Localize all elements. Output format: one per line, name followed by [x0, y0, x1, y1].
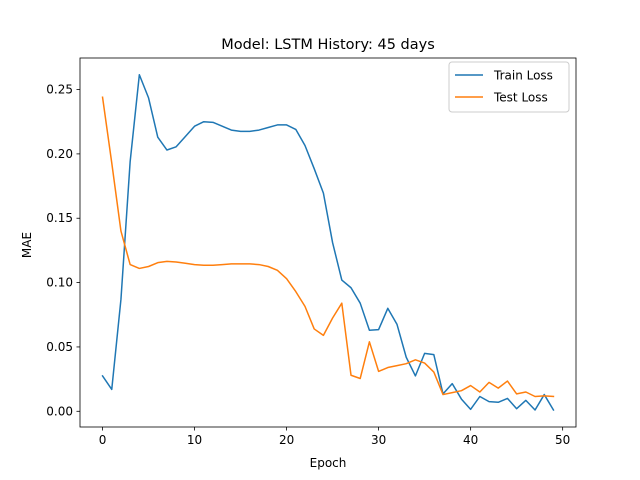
series-line-0: [101, 73, 555, 412]
plot-area: [79, 57, 577, 428]
legend-label-1: Test Loss: [493, 91, 548, 105]
chart-title: Model: LSTM History: 45 days: [221, 37, 435, 53]
x-tick-label: 10: [187, 433, 202, 447]
x-tick-label: 20: [279, 433, 294, 447]
y-tick-label: 0.05: [46, 340, 73, 354]
y-tick-label: 0.20: [46, 147, 73, 161]
y-tick-label: 0.00: [46, 404, 73, 418]
legend: Train Loss Test Loss: [448, 61, 570, 113]
y-axis-label: MAE: [20, 232, 34, 258]
x-tick-label: 40: [463, 433, 478, 447]
series-line-1: [101, 96, 555, 398]
x-tick-label: 0: [99, 433, 107, 447]
x-axis: 0 10 20 30 40 50: [99, 427, 570, 447]
y-tick-label: 0.25: [46, 83, 73, 97]
y-tick-label: 0.15: [46, 211, 73, 225]
x-tick-label: 50: [555, 433, 570, 447]
plot-frame: [79, 57, 577, 428]
x-tick-label: 30: [371, 433, 386, 447]
legend-label-0: Train Loss: [493, 69, 553, 83]
y-axis: 0.00 0.05 0.10 0.15 0.20 0.25: [46, 83, 80, 418]
x-axis-label: Epoch: [310, 456, 347, 470]
y-tick-label: 0.10: [46, 276, 73, 290]
